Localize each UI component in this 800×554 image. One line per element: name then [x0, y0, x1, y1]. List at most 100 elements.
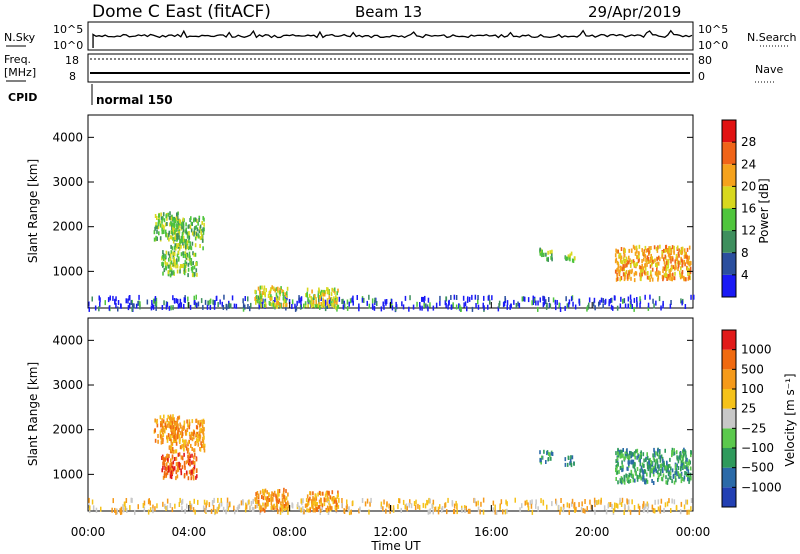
echo-cell	[659, 463, 662, 468]
scatter-cell	[88, 508, 91, 514]
scatter-cell	[603, 505, 606, 511]
scatter-cell	[422, 296, 424, 302]
echo-cell	[173, 230, 176, 235]
echo-cell	[620, 266, 623, 271]
echo-cell	[179, 242, 181, 247]
scatter-cell	[448, 299, 450, 305]
echo-cell	[264, 301, 267, 306]
echo-cell	[666, 277, 668, 281]
scatter-cell	[120, 506, 123, 512]
echo-cell	[682, 456, 684, 461]
scatter-cell	[130, 300, 132, 305]
echo-cell	[170, 466, 172, 471]
echo-cell	[159, 236, 162, 241]
scatter-cell	[429, 302, 431, 308]
scatter-cell	[468, 296, 471, 302]
echo-cell	[178, 415, 181, 420]
colorbar-segment	[722, 252, 736, 275]
scatter-cell	[498, 303, 500, 309]
echo-cell	[673, 448, 675, 453]
echo-cell	[188, 231, 190, 235]
scatter-cell	[639, 298, 642, 304]
echo-cell	[173, 224, 176, 229]
echo-cell	[182, 254, 185, 258]
echo-cell	[255, 492, 257, 497]
echo-cell	[183, 446, 185, 451]
echo-cell	[180, 239, 182, 244]
y-tick-label: 4000	[52, 130, 83, 144]
echo-cell	[670, 248, 673, 253]
echo-cell	[566, 462, 569, 467]
scatter-cell	[348, 301, 350, 307]
echo-cell	[259, 289, 261, 294]
echo-cell	[663, 266, 666, 271]
colorbar-segment	[722, 230, 736, 253]
scatter-cell	[183, 297, 186, 303]
scatter-cell	[566, 502, 569, 508]
echo-cell	[571, 455, 574, 460]
echo-cell	[570, 455, 572, 460]
echo-cell	[165, 462, 168, 467]
echo-cell	[659, 257, 661, 262]
echo-cell	[616, 267, 618, 272]
scatter-cell	[426, 499, 428, 505]
echo-cell	[625, 270, 628, 275]
echo-cell	[549, 250, 551, 255]
echo-cell	[550, 456, 552, 461]
echo-cell	[191, 460, 193, 465]
echo-cell	[650, 262, 653, 267]
echo-cell	[621, 468, 623, 473]
scatter-cell	[109, 295, 111, 301]
echo-cell	[636, 474, 639, 479]
colorbar-segment	[722, 330, 736, 350]
echo-cell	[261, 297, 263, 302]
echo-cell	[615, 277, 618, 282]
scatter-cell	[659, 505, 662, 511]
scatter-cell	[208, 502, 211, 508]
scatter-cell	[114, 507, 116, 513]
echo-cell	[170, 260, 173, 265]
scatter-cell	[482, 302, 484, 308]
echo-cell	[336, 304, 339, 309]
echo-cell	[310, 499, 313, 504]
echo-cell	[332, 298, 334, 303]
echo-cell	[547, 451, 550, 456]
scatter-cell	[662, 300, 664, 306]
echo-cell	[639, 266, 642, 271]
scatter-cell	[639, 296, 641, 302]
echo-cell	[639, 269, 642, 274]
echo-cell	[677, 459, 680, 464]
scatter-cell	[107, 297, 110, 303]
scatter-cell	[642, 501, 645, 507]
echo-cell	[628, 461, 630, 466]
echo-cell	[195, 234, 198, 239]
scatter-cell	[633, 505, 636, 510]
scatter-cell	[643, 506, 646, 512]
scatter-cell	[513, 299, 515, 305]
scatter-cell	[238, 503, 241, 509]
echo-cell	[263, 285, 266, 290]
echo-cell	[659, 271, 661, 276]
echo-cell	[643, 257, 645, 262]
scatter-cell	[285, 305, 287, 311]
echo-cell	[174, 449, 177, 454]
echo-cell	[650, 246, 652, 250]
echo-cell	[278, 296, 281, 301]
echo-cell	[273, 503, 275, 508]
echo-cell	[181, 427, 184, 432]
scatter-cell	[124, 501, 126, 507]
echo-cell	[193, 452, 196, 457]
scatter-cell	[149, 500, 151, 506]
echo-cell	[667, 264, 669, 269]
echo-cell	[312, 508, 315, 513]
echo-cell	[171, 421, 173, 426]
echo-cell	[188, 452, 191, 457]
scatter-cell	[431, 503, 433, 509]
scatter-cell	[115, 509, 117, 515]
echo-cell	[192, 251, 194, 256]
echo-cell	[659, 458, 662, 463]
scatter-cell	[245, 504, 248, 510]
scatter-cell	[184, 508, 186, 514]
echo-cell	[280, 286, 282, 291]
echo-cell	[657, 270, 660, 275]
